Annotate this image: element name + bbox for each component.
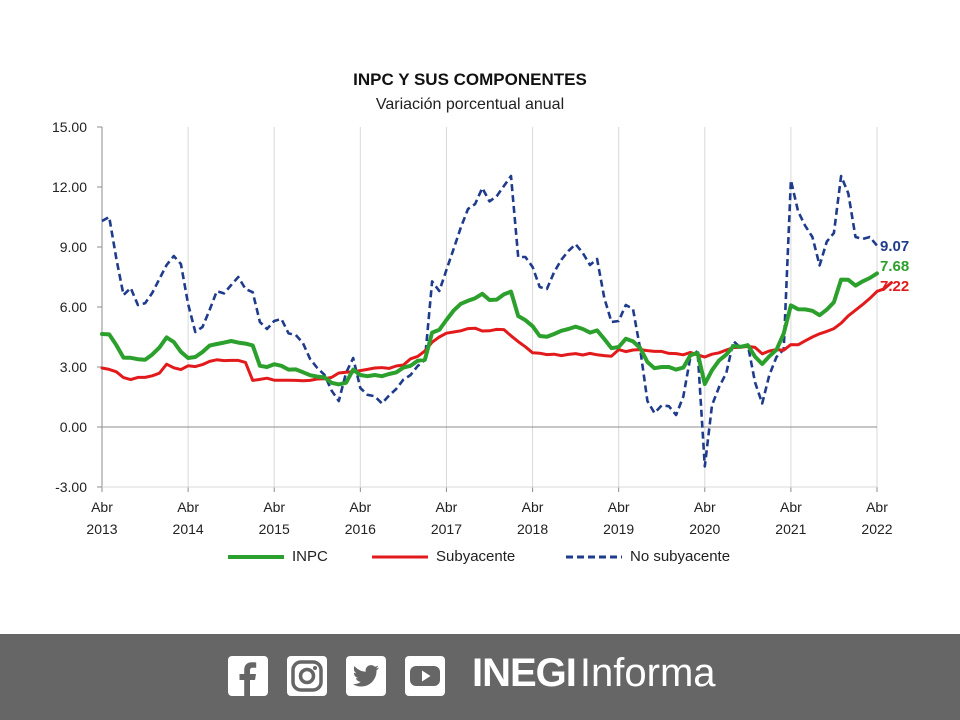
instagram-icon[interactable] <box>287 656 327 696</box>
chart-title: INPC Y SUS COMPONENTES <box>353 70 587 89</box>
brand-informa: Informa <box>579 651 716 695</box>
brand-inegi: INEGI <box>472 651 577 695</box>
end-label-subyacente: 7.22 <box>880 278 909 295</box>
y-tick-label: 9.00 <box>60 239 87 255</box>
x-tick-label-month: Abr <box>694 499 716 515</box>
end-label-no-subyacente: 9.07 <box>880 238 909 255</box>
x-tick-label-month: Abr <box>436 499 458 515</box>
grid-layer <box>101 127 878 487</box>
inegi-informa-logo: INEGI Informa <box>472 651 716 701</box>
chart-subtitle: Variación porcentual anual <box>375 96 565 113</box>
x-tick-label-year: 2016 <box>345 521 376 537</box>
x-tick-label-year: 2018 <box>517 521 548 537</box>
legend-swatch-inpc <box>228 554 284 559</box>
x-tick-label-month: Abr <box>91 499 113 515</box>
line-chart: Abr 2013 Abr 2014 Abr 2015 Abr 2016 Abr 2017 Abr 20… <box>52 119 909 537</box>
y-tick-label: 12.00 <box>52 179 87 195</box>
x-tick-label-year: 2014 <box>173 521 204 537</box>
x-tick-label-year: 2017 <box>431 521 462 537</box>
x-tick-label-month: Abr <box>780 499 802 515</box>
x-tick-label-month: Abr <box>608 499 630 515</box>
series-line-inpc <box>100 271 879 387</box>
legend-item-inpc: INPC <box>228 548 328 565</box>
legend-item-no-subyacente: No subyacente <box>566 548 730 565</box>
y-tick-label: 0.00 <box>60 419 87 435</box>
legend-label-subyacente: Subyacente <box>436 548 516 565</box>
label-layer: 7.68 7.22 9.07 <box>880 238 909 295</box>
series-line-subyacente <box>100 281 893 383</box>
x-tick-label-month: Abr <box>263 499 285 515</box>
y-tick-label: 15.00 <box>52 119 87 135</box>
y-tick-label: -3.00 <box>55 479 87 495</box>
x-tick-label-month: Abr <box>177 499 199 515</box>
legend-swatch-no-subyacente <box>566 555 622 558</box>
x-tick-label-year: 2019 <box>603 521 634 537</box>
twitter-icon[interactable] <box>346 656 386 696</box>
y-tick-label: 6.00 <box>60 299 87 315</box>
x-tick-label-month: Abr <box>866 499 888 515</box>
legend-swatch-subyacente <box>372 555 428 558</box>
x-tick-label-year: 2021 <box>775 521 806 537</box>
chart-legend: INPC Subyacente No subyacente <box>0 548 960 572</box>
x-tick-label-month: Abr <box>349 499 371 515</box>
facebook-icon[interactable] <box>228 656 268 696</box>
legend-label-no-subyacente: No subyacente <box>630 548 731 565</box>
series-line-no-subyacente <box>101 174 878 468</box>
x-tick-label-month: Abr <box>522 499 544 515</box>
x-tick-label-year: 2020 <box>689 521 720 537</box>
x-tick-label-year: 2015 <box>259 521 290 537</box>
x-tick-label-year: 2013 <box>86 521 117 537</box>
axis-layer: Abr 2013 Abr 2014 Abr 2015 Abr 2016 Abr 2017 Abr 20… <box>52 119 893 537</box>
legend-label-inpc: INPC <box>292 548 328 565</box>
y-tick-label: 3.00 <box>60 359 87 375</box>
series-layer <box>100 174 893 468</box>
youtube-icon[interactable] <box>405 656 445 696</box>
x-tick-label-year: 2022 <box>861 521 892 537</box>
end-label-inpc: 7.68 <box>880 258 909 275</box>
footer-bar: INEGI Informa <box>0 634 960 720</box>
legend-item-subyacente: Subyacente <box>372 548 515 565</box>
